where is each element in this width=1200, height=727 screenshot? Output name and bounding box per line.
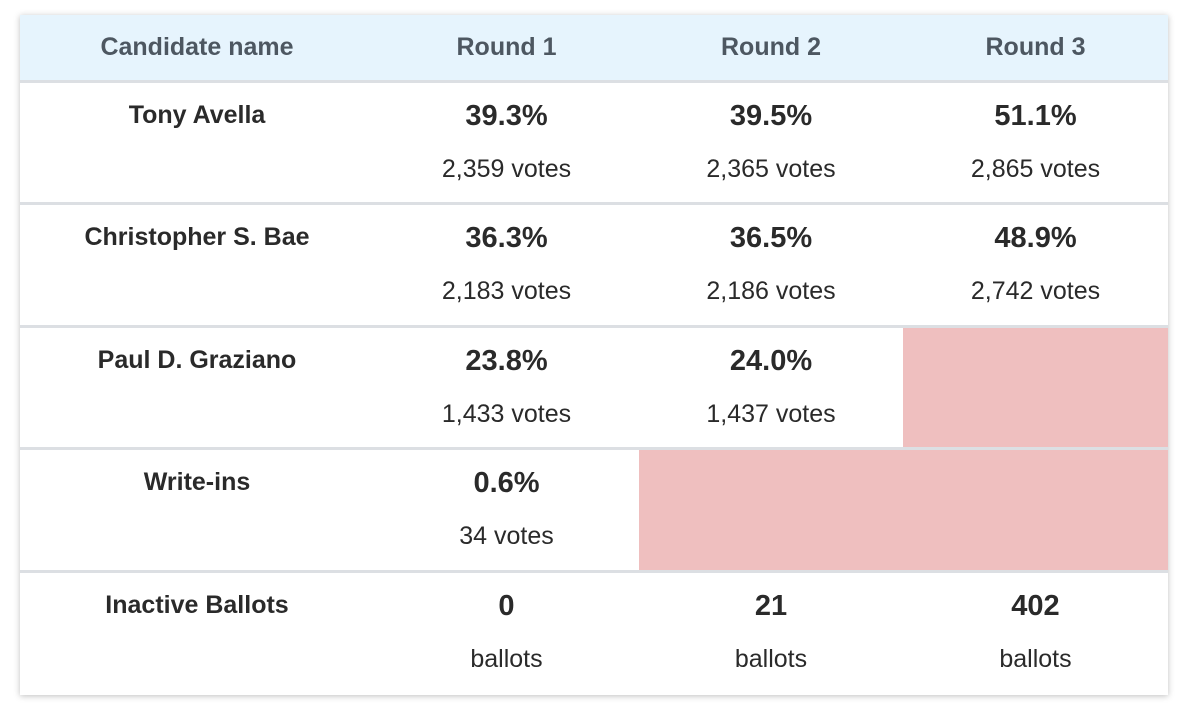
ballot-unit: ballots bbox=[999, 644, 1072, 673]
header-round-3: Round 3 bbox=[903, 15, 1168, 83]
vote-percentage: 23.8% bbox=[465, 344, 548, 377]
vote-count: 2,359 votes bbox=[441, 154, 572, 183]
rcv-results-table: Candidate name Round 1 Round 2 Round 3 T… bbox=[20, 15, 1168, 694]
vote-percentage: 39.5% bbox=[729, 99, 813, 132]
table-row: Write-ins 0.6% 34 votes bbox=[20, 447, 1168, 571]
vote-percentage: 36.3% bbox=[465, 222, 548, 254]
table-row: Christopher S. Bae 36.3% 2,183 votes 36.… bbox=[20, 202, 1168, 326]
round-cell: 21 ballots bbox=[639, 569, 903, 694]
vote-percentage: 24.0% bbox=[729, 344, 813, 377]
candidate-name: Christopher S. Bae bbox=[20, 202, 374, 326]
vote-percentage: 39.3% bbox=[465, 99, 548, 132]
header-round-2: Round 2 bbox=[639, 15, 903, 83]
vote-count: 2,186 votes bbox=[706, 277, 836, 305]
round-cell: 36.3% 2,183 votes bbox=[374, 202, 639, 326]
ballot-count: 21 bbox=[754, 589, 788, 622]
round-cell: 51.1% 2,865 votes bbox=[903, 81, 1168, 204]
round-cell: 39.3% 2,359 votes bbox=[374, 81, 639, 204]
table-row: Tony Avella 39.3% 2,359 votes 39.5% 2,36… bbox=[20, 81, 1168, 204]
round-cell: 24.0% 1,437 votes bbox=[639, 324, 903, 449]
round-cell: 48.9% 2,742 votes bbox=[903, 202, 1168, 326]
vote-count: 2,865 votes bbox=[970, 154, 1101, 183]
vote-percentage: 51.1% bbox=[994, 99, 1077, 132]
candidate-name: Tony Avella bbox=[128, 100, 266, 129]
vote-percentage: 36.5% bbox=[729, 222, 813, 254]
vote-percentage: 0.6% bbox=[473, 467, 540, 499]
ballot-unit: ballots bbox=[734, 644, 808, 673]
results-card: Candidate name Round 1 Round 2 Round 3 T… bbox=[20, 15, 1168, 695]
candidate-name: Paul D. Graziano bbox=[20, 324, 374, 449]
round-cell: 402 ballots bbox=[903, 569, 1168, 694]
header-candidate-name: Candidate name bbox=[20, 15, 374, 83]
eliminated-cell bbox=[903, 324, 1168, 449]
round-cell: 39.5% 2,365 votes bbox=[639, 81, 903, 204]
table-row: Paul D. Graziano 23.8% 1,433 votes 24.0%… bbox=[20, 324, 1168, 449]
vote-percentage: 48.9% bbox=[994, 222, 1077, 254]
candidate-name: Write-ins bbox=[20, 447, 374, 571]
round-cell: 0 ballots bbox=[374, 569, 639, 694]
header-round-1: Round 1 bbox=[374, 15, 639, 83]
table-body: Tony Avella 39.3% 2,359 votes 39.5% 2,36… bbox=[20, 81, 1168, 694]
vote-count: 2,742 votes bbox=[970, 277, 1101, 305]
vote-count: 1,433 votes bbox=[441, 399, 572, 428]
vote-count: 2,183 votes bbox=[441, 277, 572, 305]
round-cell: 0.6% 34 votes bbox=[374, 447, 639, 571]
round-cell: 36.5% 2,186 votes bbox=[639, 202, 903, 326]
table-header: Candidate name Round 1 Round 2 Round 3 bbox=[20, 15, 1168, 83]
table-row: Inactive Ballots 0 ballots 21 ballots 40… bbox=[20, 569, 1168, 694]
vote-count: 2,365 votes bbox=[706, 154, 836, 183]
ballot-count: 0 bbox=[498, 589, 515, 622]
candidate-name: Inactive Ballots bbox=[20, 569, 374, 694]
round-cell: 23.8% 1,433 votes bbox=[374, 324, 639, 449]
vote-count: 34 votes bbox=[459, 522, 554, 550]
vote-count: 1,437 votes bbox=[706, 399, 836, 428]
header-row: Candidate name Round 1 Round 2 Round 3 bbox=[20, 15, 1168, 83]
ballot-unit: ballots bbox=[470, 644, 543, 673]
eliminated-cell bbox=[639, 447, 1168, 571]
ballot-count: 402 bbox=[1011, 589, 1060, 622]
